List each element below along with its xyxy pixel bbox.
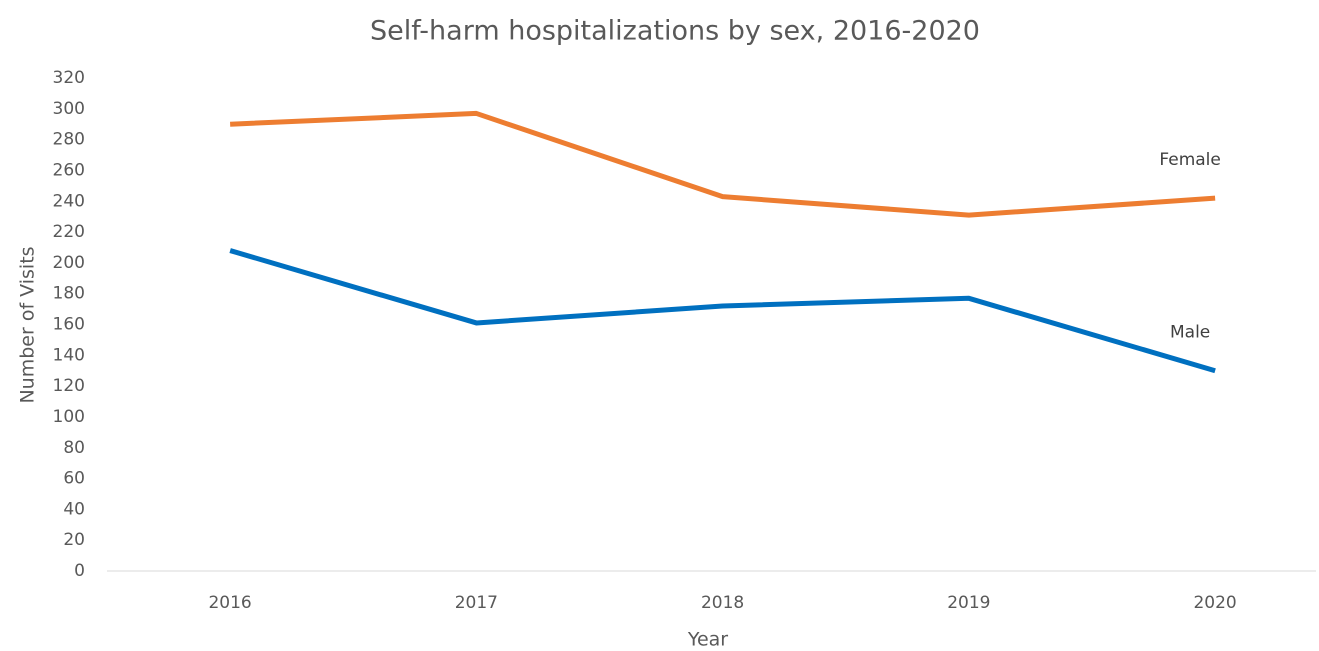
series-label: Male: [1170, 323, 1210, 343]
x-tick-label: 2020: [1193, 593, 1236, 613]
y-tick-label: 80: [63, 438, 85, 458]
y-tick-label: 200: [53, 253, 85, 273]
line-series: [230, 110, 1216, 218]
y-tick-label: 60: [63, 469, 85, 489]
y-tick-label: 0: [74, 561, 85, 581]
y-tick-label: 240: [53, 191, 85, 211]
x-tick-label: 2016: [208, 593, 251, 613]
line-series: [229, 248, 1216, 374]
y-tick-label: 20: [63, 530, 85, 550]
y-tick-label: 280: [53, 130, 85, 150]
y-tick-label: 120: [53, 376, 85, 396]
y-tick-label: 100: [53, 407, 85, 427]
y-tick-label: 180: [53, 284, 85, 304]
y-axis-title: Number of Visits: [17, 246, 39, 403]
y-tick-label: 140: [53, 345, 85, 365]
x-tick-label: 2018: [701, 593, 744, 613]
y-tick-label: 260: [53, 160, 85, 180]
series-label: Female: [1159, 150, 1220, 170]
x-tick-label: 2017: [455, 593, 498, 613]
chart-title: Self-harm hospitalizations by sex, 2016-…: [370, 16, 980, 47]
y-tick-label: 300: [53, 99, 85, 119]
y-tick-label: 160: [53, 315, 85, 335]
x-tick-label: 2019: [947, 593, 990, 613]
x-axis-title: Year: [687, 629, 728, 651]
y-tick-label: 220: [53, 222, 85, 242]
y-tick-label: 320: [53, 68, 85, 88]
y-tick-label: 40: [63, 499, 85, 519]
